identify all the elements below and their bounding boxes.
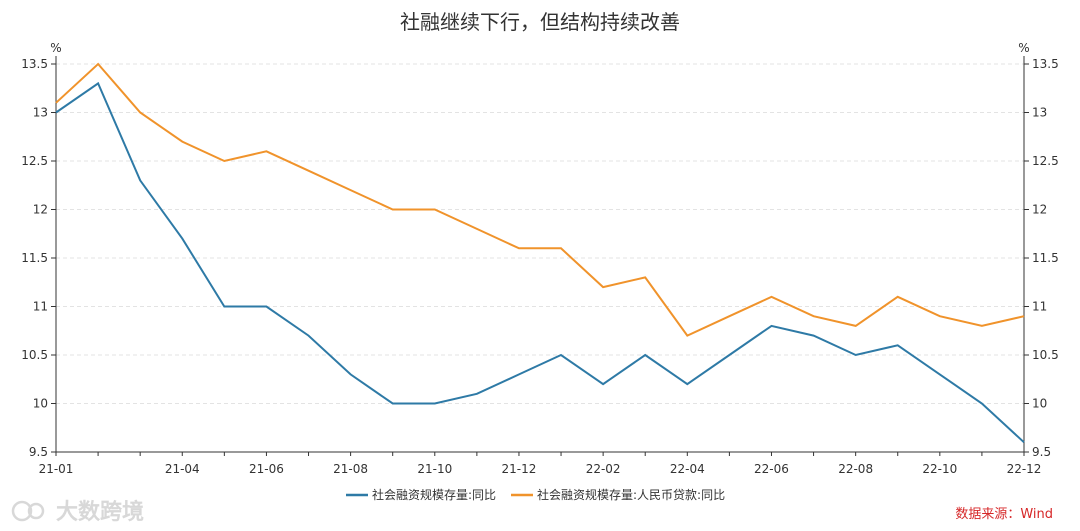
x-tick-label: 21-06 [249, 462, 284, 476]
y-tick-label-left: 10.5 [21, 348, 48, 362]
series-line-2 [55, 62, 1025, 337]
axes: 9.5 9.5 10 10 10.5 10.5 11 11 11.5 11.5 12 12 12.5 12… [21, 56, 1059, 476]
y-tick-label-left: 11 [33, 300, 48, 314]
y-tick-label-right: 11.5 [1032, 251, 1059, 265]
y-tick-label-right: 12 [1032, 203, 1047, 217]
watermark-text: 大数跨境 [56, 499, 144, 525]
legend: 社会融资规模存量:同比 社会融资规模存量:人民币贷款:同比 [346, 487, 725, 502]
y-tick-label-left: 13.5 [21, 57, 48, 71]
y-tick-label-right: 11 [1032, 300, 1047, 314]
x-tick-label: 22-08 [838, 462, 873, 476]
x-tick-label: 21-01 [39, 462, 74, 476]
legend-label-1: 社会融资规模存量:同比 [372, 487, 496, 502]
x-tick-label: 21-12 [502, 462, 537, 476]
series-line-1 [55, 81, 1025, 444]
x-tick-label: 22-02 [586, 462, 621, 476]
y-tick-label-left: 11.5 [21, 251, 48, 265]
y-tick-label-left: 12 [33, 203, 48, 217]
x-tick-label: 22-12 [1007, 462, 1042, 476]
x-tick-label: 22-10 [922, 462, 957, 476]
x-tick-label: 21-08 [333, 462, 368, 476]
y-tick-label-left: 12.5 [21, 154, 48, 168]
watermark: 大数跨境 [11, 499, 144, 525]
right-axis-unit: % [1018, 41, 1029, 55]
y-tick-label-left: 10 [33, 397, 48, 411]
y-tick-label-left: 13 [33, 106, 48, 120]
x-tick-label: 21-04 [165, 462, 200, 476]
chart-title: 社融继续下行，但结构持续改善 [400, 10, 680, 34]
watermark-logo-icon [11, 500, 45, 522]
y-tick-label-right: 12.5 [1032, 154, 1059, 168]
y-tick-label-right: 13.5 [1032, 57, 1059, 71]
y-tick-label-right: 13 [1032, 106, 1047, 120]
x-tick-label: 22-04 [670, 462, 705, 476]
y-tick-label-right: 10.5 [1032, 348, 1059, 362]
x-tick-label: 22-06 [754, 462, 789, 476]
y-tick-label-right: 9.5 [1032, 445, 1051, 459]
y-tick-label-right: 10 [1032, 397, 1047, 411]
legend-label-2: 社会融资规模存量:人民币贷款:同比 [537, 487, 725, 502]
y-tick-label-left: 9.5 [29, 445, 48, 459]
gridlines [56, 63, 1024, 453]
x-tick-label: 21-10 [417, 462, 452, 476]
series-lines [55, 62, 1025, 444]
left-axis-unit: % [50, 41, 61, 55]
source-note: 数据来源：Wind [955, 507, 1053, 522]
